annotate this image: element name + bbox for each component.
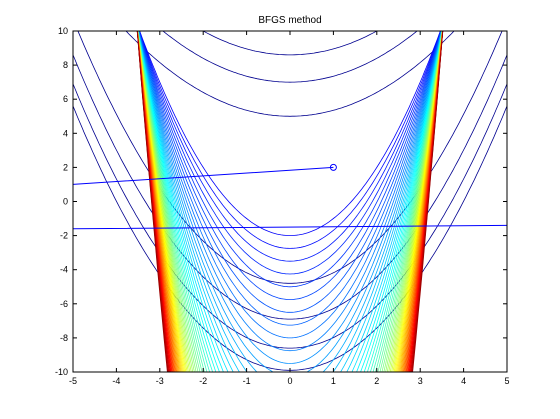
- contour-lower-3: [73, 105, 507, 371]
- contour-outer-46: [136, 31, 444, 372]
- contour-outer-4: [138, 31, 442, 288]
- contour-outer-55: [136, 31, 444, 372]
- contour-outer-12: [137, 31, 443, 372]
- contour-outer-54: [136, 31, 444, 372]
- contour-outer-28: [137, 31, 443, 372]
- x-tick-label: -1: [243, 376, 251, 386]
- contour-outer-44: [136, 31, 444, 372]
- contour-outer-21: [137, 31, 443, 372]
- x-tick-label: 4: [461, 376, 466, 386]
- contour-outer-51: [136, 31, 444, 372]
- contour-outer-38: [137, 31, 443, 372]
- x-axis-ticks: -5 -4 -3 -2 -1 0 1 2 3 4 5: [69, 31, 510, 386]
- contour-outer-26: [137, 31, 443, 372]
- contour-outer-56: [136, 31, 444, 372]
- x-tick-label: 0: [287, 376, 292, 386]
- y-tick-label: 6: [63, 94, 68, 104]
- contour-outer-47: [136, 31, 444, 372]
- contour-outer-24: [137, 31, 443, 372]
- contour-outer-41: [137, 31, 443, 372]
- contour-outer-14: [137, 31, 443, 372]
- contour-lower-2: [73, 83, 507, 349]
- contour-outer-11: [138, 31, 442, 372]
- contour-outer-25: [137, 31, 443, 372]
- contour-outer-0: [139, 31, 441, 236]
- x-tick-label: -4: [112, 376, 120, 386]
- contour-outer-19: [137, 31, 443, 372]
- optimization-path: [73, 163, 507, 230]
- contour-outer-31: [137, 31, 443, 372]
- contour-upper-2: [162, 31, 418, 83]
- contour-lower-0: [77, 31, 503, 284]
- x-tick-label: 3: [418, 376, 423, 386]
- contour-outer-6: [138, 31, 442, 313]
- path-start-marker: [329, 163, 337, 171]
- y-tick-label: 10: [58, 26, 68, 36]
- contour-outer-9: [138, 31, 442, 352]
- contour-outer-39: [137, 31, 443, 372]
- x-tick-label: -5: [69, 376, 77, 386]
- x-tick-label: -3: [156, 376, 164, 386]
- contour-outer-22: [137, 31, 443, 372]
- contour-outer-3: [138, 31, 442, 275]
- contour-outer-37: [137, 31, 443, 372]
- y-axis-ticks: -10 -8 -6 -4 -2 0 2 4 6 8 10: [55, 26, 507, 377]
- contour-outer-43: [137, 31, 443, 372]
- contour-outer-23: [137, 31, 443, 372]
- contour-outer-42: [137, 31, 443, 372]
- contour-outer-17: [137, 31, 443, 372]
- contour-outer-13: [137, 31, 443, 372]
- contour-outer-45: [136, 31, 444, 372]
- y-tick-label: -10: [55, 367, 68, 377]
- contour-outer-20: [137, 31, 443, 372]
- y-tick-label: 8: [63, 60, 68, 70]
- y-tick-label: 0: [63, 197, 68, 207]
- contour-outer-36: [137, 31, 443, 372]
- contour-outer-48: [136, 31, 444, 372]
- y-tick-label: -8: [60, 333, 68, 343]
- x-tick-label: -2: [199, 376, 207, 386]
- contour-outer-29: [137, 31, 443, 372]
- chart-title: BFGS method: [258, 15, 321, 26]
- contour-outer-27: [137, 31, 443, 372]
- y-tick-label: -4: [60, 265, 68, 275]
- contour-outer-8: [138, 31, 442, 339]
- contour-outer-1: [139, 31, 441, 249]
- contour-outer-49: [136, 31, 444, 372]
- contour-outer-35: [137, 31, 443, 372]
- contour-outer-2: [138, 31, 442, 262]
- x-tick-label: 5: [504, 376, 509, 386]
- contour-upper-1: [202, 31, 378, 56]
- contour-outer-18: [137, 31, 443, 372]
- y-tick-label: 4: [63, 128, 68, 138]
- contour-outer-16: [137, 31, 443, 372]
- contour-outer-59: [136, 31, 444, 372]
- contour-outer-15: [137, 31, 443, 372]
- x-tick-label: 1: [331, 376, 336, 386]
- y-tick-label: -2: [60, 231, 68, 241]
- contour-outer-57: [136, 31, 444, 372]
- x-tick-label: 2: [374, 376, 379, 386]
- contour-lines: [73, 31, 507, 372]
- path-line: [73, 166, 507, 230]
- contour-outer-34: [137, 31, 443, 372]
- contour-outer-32: [137, 31, 443, 372]
- contour-outer-52: [136, 31, 444, 372]
- contour-outer-33: [137, 31, 443, 372]
- contour-outer-50: [136, 31, 444, 372]
- contour-outer-30: [137, 31, 443, 372]
- contour-outer-7: [138, 31, 442, 326]
- contour-outer-40: [137, 31, 443, 372]
- contour-outer-58: [136, 31, 444, 372]
- y-tick-label: -6: [60, 299, 68, 309]
- contour-outer-53: [136, 31, 444, 372]
- contour-lower-1: [73, 54, 507, 320]
- y-tick-label: 2: [63, 162, 68, 172]
